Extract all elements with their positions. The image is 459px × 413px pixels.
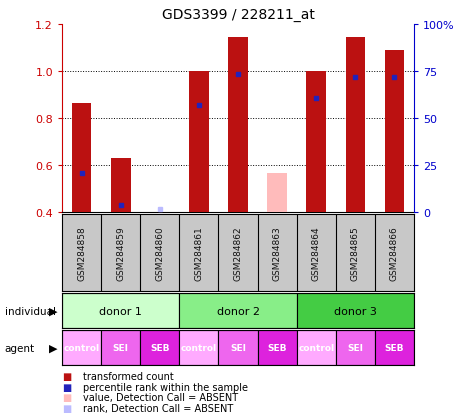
- Bar: [189, 72, 208, 213]
- Text: rank, Detection Call = ABSENT: rank, Detection Call = ABSENT: [83, 403, 233, 413]
- Bar: [218, 330, 257, 366]
- Text: ▶: ▶: [49, 306, 57, 316]
- Bar: [384, 51, 403, 213]
- Bar: [140, 330, 179, 366]
- Text: ■: ■: [62, 382, 71, 392]
- Text: donor 1: donor 1: [99, 306, 142, 316]
- Bar: [179, 293, 296, 328]
- Text: donor 3: donor 3: [333, 306, 376, 316]
- Bar: [374, 330, 413, 366]
- Text: ■: ■: [62, 403, 71, 413]
- Bar: [101, 330, 140, 366]
- Title: GDS3399 / 228211_at: GDS3399 / 228211_at: [161, 8, 314, 22]
- Bar: [296, 293, 413, 328]
- Bar: [72, 104, 91, 213]
- Text: transformed count: transformed count: [83, 371, 173, 381]
- Text: control: control: [180, 344, 217, 352]
- Text: SEI: SEI: [112, 344, 129, 352]
- Text: GSM284865: GSM284865: [350, 225, 359, 280]
- Text: GSM284866: GSM284866: [389, 225, 398, 280]
- Text: donor 2: donor 2: [216, 306, 259, 316]
- Text: agent: agent: [5, 343, 34, 353]
- Text: SEI: SEI: [347, 344, 363, 352]
- Bar: [296, 330, 335, 366]
- Text: ■: ■: [62, 371, 71, 381]
- Text: individual: individual: [5, 306, 56, 316]
- Bar: [62, 330, 101, 366]
- Text: ■: ■: [62, 392, 71, 402]
- Text: GSM284858: GSM284858: [77, 225, 86, 280]
- Bar: [306, 72, 325, 213]
- Text: percentile rank within the sample: percentile rank within the sample: [83, 382, 247, 392]
- Text: GSM284863: GSM284863: [272, 225, 281, 280]
- Bar: [228, 38, 247, 213]
- Text: control: control: [297, 344, 334, 352]
- Bar: [345, 38, 364, 213]
- Bar: [111, 159, 130, 213]
- Text: GSM284864: GSM284864: [311, 226, 320, 280]
- Text: SEB: SEB: [384, 344, 403, 352]
- Bar: [62, 293, 179, 328]
- Text: SEI: SEI: [230, 344, 246, 352]
- Bar: [257, 330, 296, 366]
- Text: control: control: [63, 344, 100, 352]
- Text: ▶: ▶: [49, 343, 57, 353]
- Bar: [267, 174, 286, 213]
- Text: SEB: SEB: [267, 344, 286, 352]
- Text: value, Detection Call = ABSENT: value, Detection Call = ABSENT: [83, 392, 237, 402]
- Bar: [335, 330, 374, 366]
- Bar: [179, 330, 218, 366]
- Text: GSM284862: GSM284862: [233, 226, 242, 280]
- Text: GSM284859: GSM284859: [116, 225, 125, 280]
- Text: GSM284861: GSM284861: [194, 225, 203, 280]
- Text: GSM284860: GSM284860: [155, 225, 164, 280]
- Text: SEB: SEB: [150, 344, 169, 352]
